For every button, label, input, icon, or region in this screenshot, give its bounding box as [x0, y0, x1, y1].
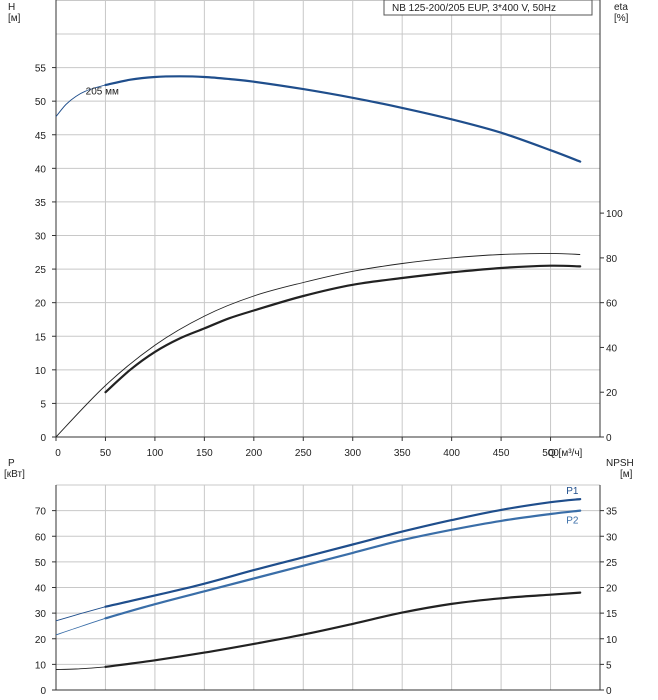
lower-series: P1 P2	[55, 486, 582, 670]
y-tick-label: 10	[35, 366, 47, 377]
npsh-tick-label: 15	[606, 609, 618, 620]
chart-title-box: NB 125-200/205 EUP, 3*400 V, 50Hz	[383, 0, 593, 16]
x-tick-label: 500	[542, 448, 559, 459]
y-tick-label: 45	[35, 131, 47, 142]
y-tick-label: 55	[35, 64, 47, 75]
lower-series-2-line	[104, 591, 582, 668]
x-tick-label: 450	[493, 448, 510, 459]
npsh-tick-label: 0	[606, 686, 612, 697]
npsh-tick-label: 5	[606, 660, 612, 671]
lower-grid	[56, 484, 601, 690]
lower-series-0-extension	[55, 606, 106, 622]
y-tick-label: 5	[40, 399, 46, 410]
power-npsh-panel: 0 10 20 30 40 50 60 70 0 5 10 15 20 25 30 35 P1 P2 P [кВ…	[4, 458, 634, 697]
x-tick-label: 250	[295, 448, 312, 459]
upper-right-axis-label: eta	[614, 2, 628, 13]
curve-label-p2: P2	[566, 516, 579, 527]
lower-series-2-extension	[55, 666, 106, 670]
power-tick-label: 0	[40, 686, 46, 697]
upper-series-0-line	[104, 75, 582, 163]
power-tick-label: 50	[35, 558, 47, 569]
npsh-tick-label: 20	[606, 584, 618, 595]
upper-series-1-extension	[55, 252, 581, 438]
eta-tick-label: 20	[606, 388, 618, 399]
npsh-tick-label: 25	[606, 558, 618, 569]
power-tick-label: 10	[35, 660, 47, 671]
y-tick-label: 40	[35, 164, 47, 175]
upper-series-0-extension	[55, 84, 106, 117]
power-tick-label: 70	[35, 507, 47, 518]
lower-series-1-extension	[55, 617, 106, 636]
eta-tick-label: 100	[606, 209, 623, 220]
y-tick-label: 0	[40, 433, 46, 444]
upper-axes	[55, 0, 601, 438]
lower-right-axis-unit: [м]	[620, 469, 633, 480]
upper-left-axis-unit: [м]	[8, 13, 21, 24]
curve-label-205mm: 205 мм	[86, 86, 119, 97]
eta-tick-label: 0	[606, 433, 612, 444]
lower-right-axis-label: NPSH	[606, 458, 634, 469]
npsh-tick-label: 30	[606, 532, 618, 543]
x-axis-label: Q [м³/ч]	[548, 448, 583, 459]
power-tick-label: 20	[35, 635, 47, 646]
power-tick-label: 60	[35, 532, 47, 543]
x-tick-label: 350	[394, 448, 411, 459]
npsh-tick-label: 35	[606, 507, 618, 518]
x-tick-label: 150	[196, 448, 213, 459]
y-tick-label: 15	[35, 332, 47, 343]
upper-grid	[56, 0, 601, 437]
eta-tick-label: 60	[606, 299, 618, 310]
curve-label-p1: P1	[566, 486, 579, 497]
lower-series-0-line	[104, 498, 582, 608]
x-tick-label: 200	[245, 448, 262, 459]
x-tick-label: 300	[344, 448, 361, 459]
upper-series-1-line	[104, 264, 582, 394]
power-tick-label: 30	[35, 609, 47, 620]
lower-tick-labels: 0 10 20 30 40 50 60 70 0 5 10 15 20 25 30 35	[35, 507, 618, 697]
lower-left-axis-unit: [кВт]	[4, 469, 25, 480]
y-tick-label: 25	[35, 265, 47, 276]
lower-left-axis-label: P	[8, 458, 15, 469]
y-tick-label: 20	[35, 299, 47, 310]
head-efficiency-panel: 0 5 10 15 20 25 30 35 40 45 50 55 0 20 40 60 80 100 0 50 100…	[8, 0, 629, 459]
x-tick-label: 0	[55, 448, 61, 459]
lower-series-1-line	[104, 509, 582, 620]
upper-series: 205 мм	[55, 75, 582, 438]
x-tick-label: 400	[443, 448, 460, 459]
y-tick-label: 35	[35, 198, 47, 209]
y-tick-label: 30	[35, 232, 47, 243]
upper-left-axis-label: H	[8, 2, 15, 13]
upper-tick-labels: 0 5 10 15 20 25 30 35 40 45 50 55 0 20 40 60 80 100 0 50 100…	[35, 64, 623, 459]
power-tick-label: 40	[35, 584, 47, 595]
x-tick-label: 50	[100, 448, 112, 459]
chart-title: NB 125-200/205 EUP, 3*400 V, 50Hz	[392, 3, 556, 14]
x-tick-label: 100	[147, 448, 164, 459]
npsh-tick-label: 10	[606, 635, 618, 646]
y-tick-label: 50	[35, 97, 47, 108]
eta-tick-label: 40	[606, 343, 618, 354]
upper-right-axis-unit: [%]	[614, 13, 629, 24]
eta-tick-label: 80	[606, 254, 618, 265]
